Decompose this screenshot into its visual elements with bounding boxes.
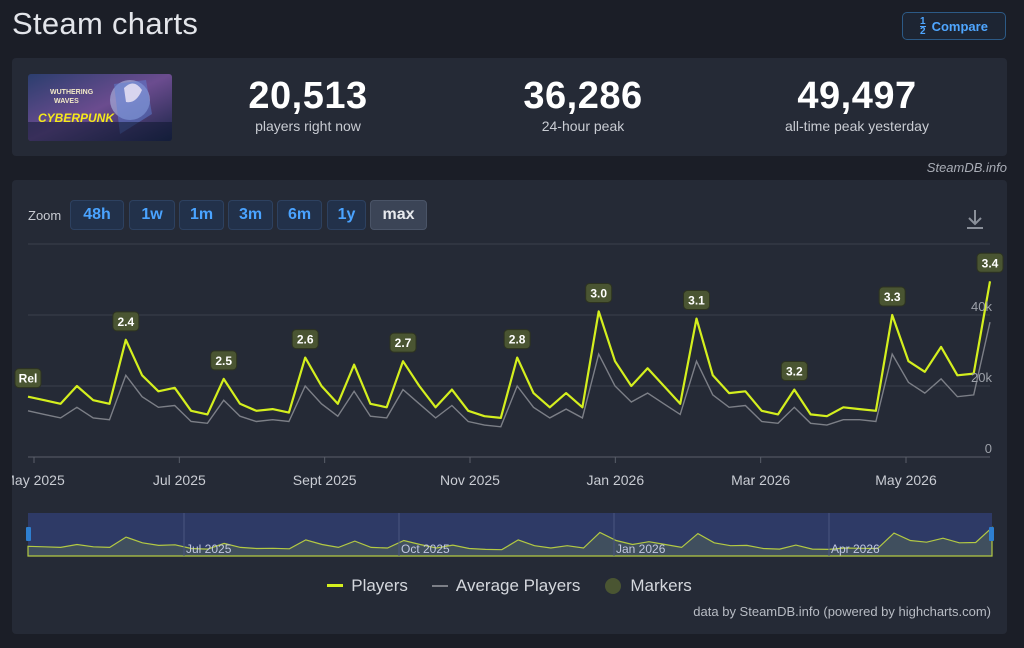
players-line[interactable] [27,281,992,419]
zoom-button-48h[interactable]: 48h [70,200,124,230]
legend-item-markers[interactable]: Markers [604,576,692,596]
download-icon[interactable] [964,208,986,230]
marker-badge [976,252,1004,273]
marker-2-5[interactable]: 2.5 [210,350,238,371]
legend-label-average: Average Players [455,576,581,595]
navigator-series [27,526,993,557]
x-tick-label: May 2025 [12,472,65,488]
player-chart[interactable]: Rel 2.4 2.5 2.6 2.7 2.8 3.0 3.1 3.2 3.3 3.4 0 20k 40… [12,180,1007,580]
stat-24h-peak-value: 36,286 [523,75,643,117]
navigator-label: Jul 2025 [186,542,232,556]
marker-label: Rel [19,372,38,386]
marker-label: 3.2 [786,365,803,379]
zoom-label: Zoom [28,208,62,223]
zoom-button-3m[interactable]: 3m [228,200,273,230]
x-tick-label: Jul 2025 [153,472,206,488]
marker-Rel[interactable]: Rel [14,368,42,389]
marker-badge [585,282,613,303]
y-tick-label: 20k [971,370,992,385]
navigator-handle-left[interactable] [26,527,31,541]
banner-line2: WAVES [54,98,79,105]
marker-2-6[interactable]: 2.6 [291,329,319,350]
y-tick-label: 40k [971,299,992,314]
marker-label: 3.1 [688,294,705,308]
marker-badge [503,329,531,350]
marker-label: 2.7 [395,336,412,350]
game-banner: WUTHERING WAVES CYBERPUNK [28,74,172,141]
marker-badge [780,361,808,382]
marker-label: 2.4 [117,315,134,329]
marker-label: 3.3 [884,290,901,304]
stats-panel: WUTHERING WAVES CYBERPUNK 20,513 players… [12,58,1007,156]
marker-badge [291,329,319,350]
stat-alltime-peak-value: 49,497 [797,75,917,117]
highcharts-credit: data by SteamDB.info (powered by highcha… [693,604,991,619]
steamdb-credit-link[interactable]: SteamDB.info [926,160,1007,175]
marker-3-1[interactable]: 3.1 [683,290,711,311]
y-tick-label: 0 [985,441,992,456]
x-tick-label: Nov 2025 [440,472,500,488]
average-line-icon [431,585,448,587]
marker-badge [210,350,238,371]
marker-badge [389,332,417,353]
zoom-button-1y[interactable]: 1y [327,200,366,230]
marker-3-4[interactable]: 3.4 [976,252,1004,273]
markers-dot-icon [605,578,622,594]
x-tick-label: May 2026 [875,472,937,488]
legend-item-average[interactable]: Average Players [431,576,581,596]
marker-3-3[interactable]: 3.3 [878,286,906,307]
marker-badge [878,286,906,307]
page-title: Steam charts [12,6,199,41]
zoom-button-1w[interactable]: 1w [129,200,175,230]
marker-label: 2.6 [297,333,314,347]
x-tick-label: Sept 2025 [293,472,357,488]
legend-label-markers: Markers [630,576,692,595]
stat-current-label: players right now [255,118,361,134]
stat-24h-peak: 36,286 24-hour peak [513,74,653,134]
players-line-icon [327,584,344,587]
marker-3-0[interactable]: 3.0 [585,282,613,303]
navigator-label: Jan 2026 [616,542,666,556]
marker-3-2[interactable]: 3.2 [780,361,808,382]
chart-panel: Zoom 48h 1w 1m 3m 6m 1y max Rel 2.4 2.5 2.6… [12,180,1007,634]
marker-2-8[interactable]: 2.8 [503,329,531,350]
legend-item-players[interactable]: Players [327,576,408,596]
banner-line3: CYBERPUNK [38,111,115,125]
x-tick-label: Mar 2026 [731,472,790,488]
chart-legend: Players Average Players Markers [12,576,1007,596]
marker-badge [683,290,711,311]
stat-current-value: 20,513 [248,75,368,117]
banner-line1: WUTHERING [50,89,94,96]
marker-badge [112,311,140,332]
marker-label: 3.4 [982,256,999,270]
game-banner-image: WUTHERING WAVES CYBERPUNK [28,74,172,141]
stat-alltime-peak-label: all-time peak yesterday [785,118,929,134]
navigator-label: Apr 2026 [831,542,880,556]
stat-alltime-peak: 49,497 all-time peak yesterday [767,74,947,134]
marker-2-7[interactable]: 2.7 [389,332,417,353]
legend-label-players: Players [351,576,408,595]
marker-label: 3.0 [590,286,607,300]
stat-24h-peak-label: 24-hour peak [541,118,625,134]
zoom-button-max[interactable]: max [370,200,427,230]
compare-label: Compare [931,18,988,34]
marker-badge [14,368,42,389]
marker-label: 2.5 [215,354,232,368]
zoom-button-6m[interactable]: 6m [277,200,322,230]
marker-2-4[interactable]: 2.4 [112,311,140,332]
average-players-line [27,321,991,428]
stat-current: 20,513 players right now [243,74,373,134]
marker-label: 2.8 [509,333,526,347]
navigator-handle-right[interactable] [989,527,994,541]
zoom-button-1m[interactable]: 1m [179,200,224,230]
navigator-label: Oct 2025 [401,542,450,556]
x-tick-label: Jan 2026 [587,472,645,488]
